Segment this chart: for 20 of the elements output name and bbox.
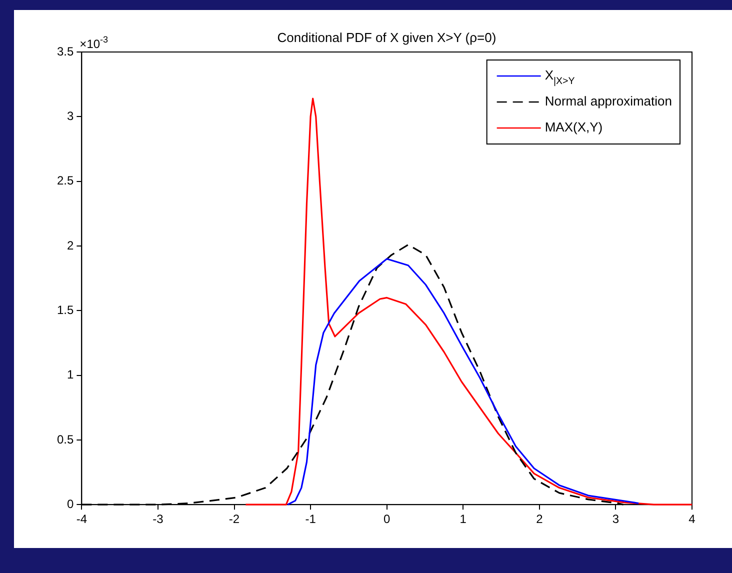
- x-tick-label: 0: [383, 512, 390, 526]
- legend-label: MAX(X,Y): [544, 120, 603, 135]
- x-tick-label: 2: [536, 512, 544, 526]
- y-tick-label: 0.5: [56, 432, 74, 446]
- chart-title: Conditional PDF of X given X>Y (ρ=0): [277, 30, 496, 45]
- x-tick-label: 1: [460, 512, 467, 526]
- x-tick-label: 3: [612, 512, 620, 526]
- x-tick-label: -1: [305, 512, 316, 526]
- y-tick-label: 0: [66, 496, 74, 511]
- x-tick-label: -4: [76, 512, 88, 526]
- x-tick-label: -3: [152, 512, 164, 526]
- y-tick-label: 2: [66, 238, 74, 252]
- y-tick-label: 1.5: [56, 302, 74, 317]
- y-tick-label: 1: [66, 368, 74, 382]
- y-tick-label: 3.5: [56, 44, 74, 58]
- y-tick-label: 3: [66, 108, 74, 123]
- legend-label: Normal approximation: [544, 94, 672, 109]
- y-tick-label: 2.5: [56, 174, 74, 188]
- x-tick-label: 4: [688, 512, 696, 526]
- x-tick-label: -2: [228, 512, 240, 526]
